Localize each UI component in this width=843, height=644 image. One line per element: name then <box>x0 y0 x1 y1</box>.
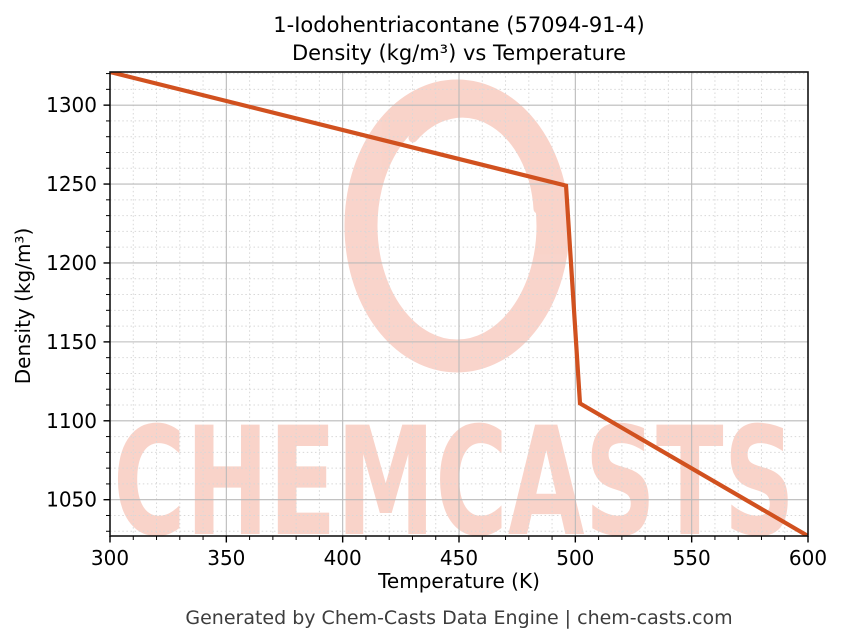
y-tick-label: 1250 <box>46 172 97 196</box>
y-tick-label: 1150 <box>46 330 97 354</box>
tick-labels: 300 350 400 450 500 550 600 1050 1100 1150 1200 125… <box>46 93 827 570</box>
y-tick-label: 1050 <box>46 488 97 512</box>
footer-credit: Generated by Chem-Casts Data Engine | ch… <box>185 607 733 629</box>
chart-title-line1: 1-Iodohentriacontane (57094-91-4) <box>273 13 645 37</box>
brush-ring-logo <box>344 79 570 373</box>
x-axis-label: Temperature (K) <box>378 569 540 593</box>
x-tick-label: 500 <box>556 546 594 570</box>
y-axis-label: Density (kg/m³) <box>11 227 35 385</box>
x-tick-label: 400 <box>324 546 362 570</box>
density-line <box>110 72 808 536</box>
x-tick-label: 450 <box>440 546 478 570</box>
x-tick-label: 350 <box>207 546 245 570</box>
watermark-text: CHEMCASTS <box>113 396 795 570</box>
watermark: CHEMCASTS <box>113 79 795 570</box>
chart-title: 1-Iodohentriacontane (57094-91-4) Densit… <box>109 11 809 67</box>
y-tick-label: 1300 <box>46 93 97 117</box>
x-tick-label: 550 <box>673 546 711 570</box>
chart-title-line2: Density (kg/m³) vs Temperature <box>291 41 627 65</box>
y-tick-label: 1200 <box>46 251 97 275</box>
y-tick-label: 1100 <box>46 409 97 433</box>
x-tick-label: 600 <box>789 546 827 570</box>
x-tick-label: 300 <box>91 546 129 570</box>
axis-ticks <box>103 73 809 543</box>
